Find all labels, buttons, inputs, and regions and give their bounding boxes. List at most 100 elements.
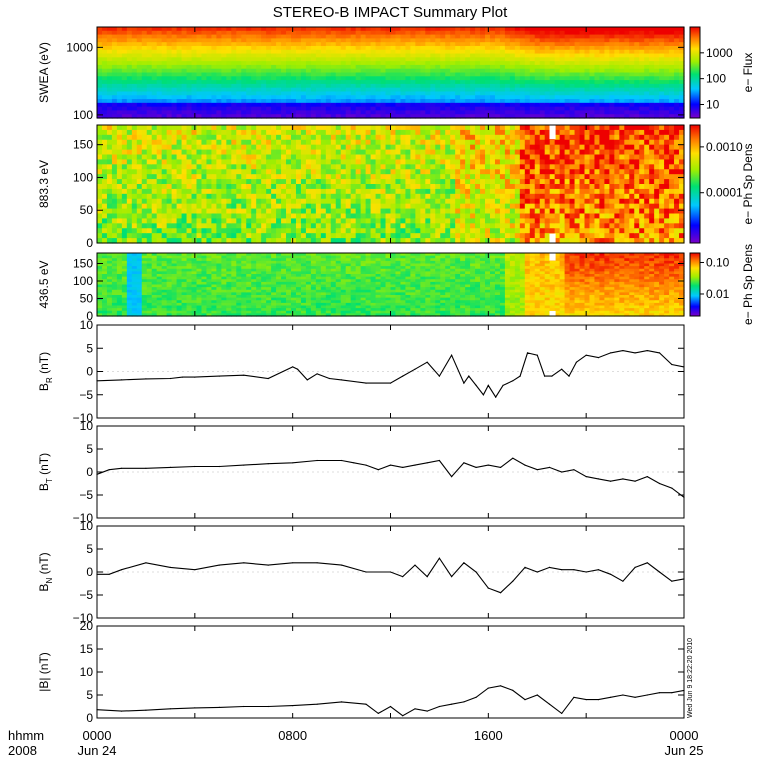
heatmap-cell — [281, 154, 287, 161]
heatmap-cell — [236, 45, 242, 51]
heatmap-cell — [634, 72, 640, 77]
heatmap-cell — [101, 64, 108, 70]
heatmap-cell — [524, 34, 531, 39]
heatmap-cell — [425, 154, 431, 161]
heatmap-cell — [589, 49, 596, 55]
heatmap-cell — [509, 228, 516, 234]
heatmap-cell — [450, 223, 456, 229]
heatmap-cell — [201, 228, 208, 234]
heatmap-cell — [549, 34, 556, 39]
heatmap-cell — [206, 149, 213, 156]
heatmap-cell — [440, 30, 446, 36]
heatmap-cell — [380, 45, 387, 51]
heatmap-cell — [574, 42, 581, 47]
heatmap-cell — [509, 129, 516, 136]
heatmap-cell — [350, 134, 357, 141]
heatmap-cell — [504, 218, 511, 224]
heatmap-cell — [121, 57, 128, 62]
heatmap-cell — [101, 238, 108, 244]
heatmap-cell — [649, 87, 655, 93]
heatmap-cell — [141, 218, 148, 224]
heatmap-cell — [286, 208, 292, 215]
heatmap-cell — [271, 72, 277, 77]
heatmap-cell — [330, 72, 337, 77]
heatmap-cell — [470, 61, 476, 66]
heatmap-cell — [216, 95, 222, 100]
heatmap-cell — [97, 45, 103, 51]
heatmap-cell — [221, 91, 227, 96]
heatmap-cell — [559, 80, 566, 85]
heatmap-cell — [161, 233, 168, 239]
heatmap-cell — [101, 218, 108, 224]
heatmap-cell — [350, 144, 357, 151]
heatmap-cell — [499, 134, 506, 141]
heatmap-cell — [365, 83, 372, 89]
heatmap-cell — [544, 27, 551, 32]
heatmap-cell — [395, 102, 402, 108]
heatmap-cell — [465, 233, 471, 239]
heatmap-cell — [529, 80, 536, 85]
heatmap-cell — [320, 61, 327, 66]
heatmap-cell — [559, 68, 566, 74]
heatmap-cell — [121, 228, 128, 234]
heatmap-cell — [166, 218, 173, 224]
heatmap-cell — [171, 76, 178, 81]
heatmap-cell — [480, 193, 486, 200]
heatmap-cell — [450, 106, 456, 112]
heatmap-cell — [634, 68, 640, 74]
heatmap-cell — [251, 38, 257, 43]
heatmap-cell — [599, 76, 605, 81]
heatmap-cell — [211, 57, 217, 62]
heatmap-cell — [300, 174, 307, 180]
heatmap-cell — [196, 72, 203, 77]
heatmap-cell — [634, 27, 640, 32]
heatmap-cell — [480, 159, 486, 165]
heatmap-cell — [420, 38, 426, 43]
heatmap-cell — [529, 134, 536, 141]
heatmap-cell — [241, 72, 247, 77]
heatmap-cell — [455, 188, 461, 195]
heatmap-cell — [559, 61, 566, 66]
heatmap-cell — [664, 42, 670, 47]
heatmap-cell — [370, 159, 377, 165]
heatmap-cell — [360, 203, 367, 210]
heatmap-cell — [499, 68, 506, 74]
heatmap-cell — [116, 139, 123, 146]
heatmap-cell — [116, 134, 123, 141]
heatmap-cell — [226, 114, 232, 119]
heatmap-cell — [385, 144, 392, 151]
heatmap-cell — [191, 134, 198, 141]
heatmap-cell — [281, 114, 287, 119]
heatmap-cell — [654, 106, 660, 112]
heatmap-cell — [226, 139, 232, 146]
heatmap-cell — [524, 57, 531, 62]
heatmap-cell — [639, 61, 645, 66]
heatmap-cell — [236, 30, 242, 36]
heatmap-cell — [121, 91, 128, 96]
heatmap-cell — [609, 42, 615, 47]
heatmap-cell — [674, 83, 680, 89]
heatmap-cell — [166, 149, 173, 156]
heatmap-cell — [191, 61, 198, 66]
heatmap-cell — [291, 169, 297, 175]
heatmap-cell — [261, 76, 267, 81]
heatmap-cell — [191, 95, 198, 100]
heatmap-cell — [519, 87, 526, 93]
heatmap-cell — [295, 188, 302, 195]
heatmap-cell — [315, 95, 322, 100]
heatmap-cell — [295, 218, 302, 224]
heatmap-cell — [524, 134, 531, 141]
heatmap-cell — [440, 45, 446, 51]
heatmap-cell — [236, 42, 242, 47]
heatmap-cell — [196, 129, 203, 136]
heatmap-cell — [131, 233, 138, 239]
heatmap-cell — [211, 149, 217, 156]
heatmap-cell — [420, 179, 426, 185]
heatmap-cell — [425, 198, 431, 205]
heatmap-cell — [116, 57, 123, 62]
heatmap-cell — [465, 99, 471, 104]
heatmap-cell — [445, 114, 451, 119]
heatmap-cell — [465, 169, 471, 175]
heatmap-cell — [624, 114, 630, 119]
heatmap-cell — [380, 198, 387, 205]
